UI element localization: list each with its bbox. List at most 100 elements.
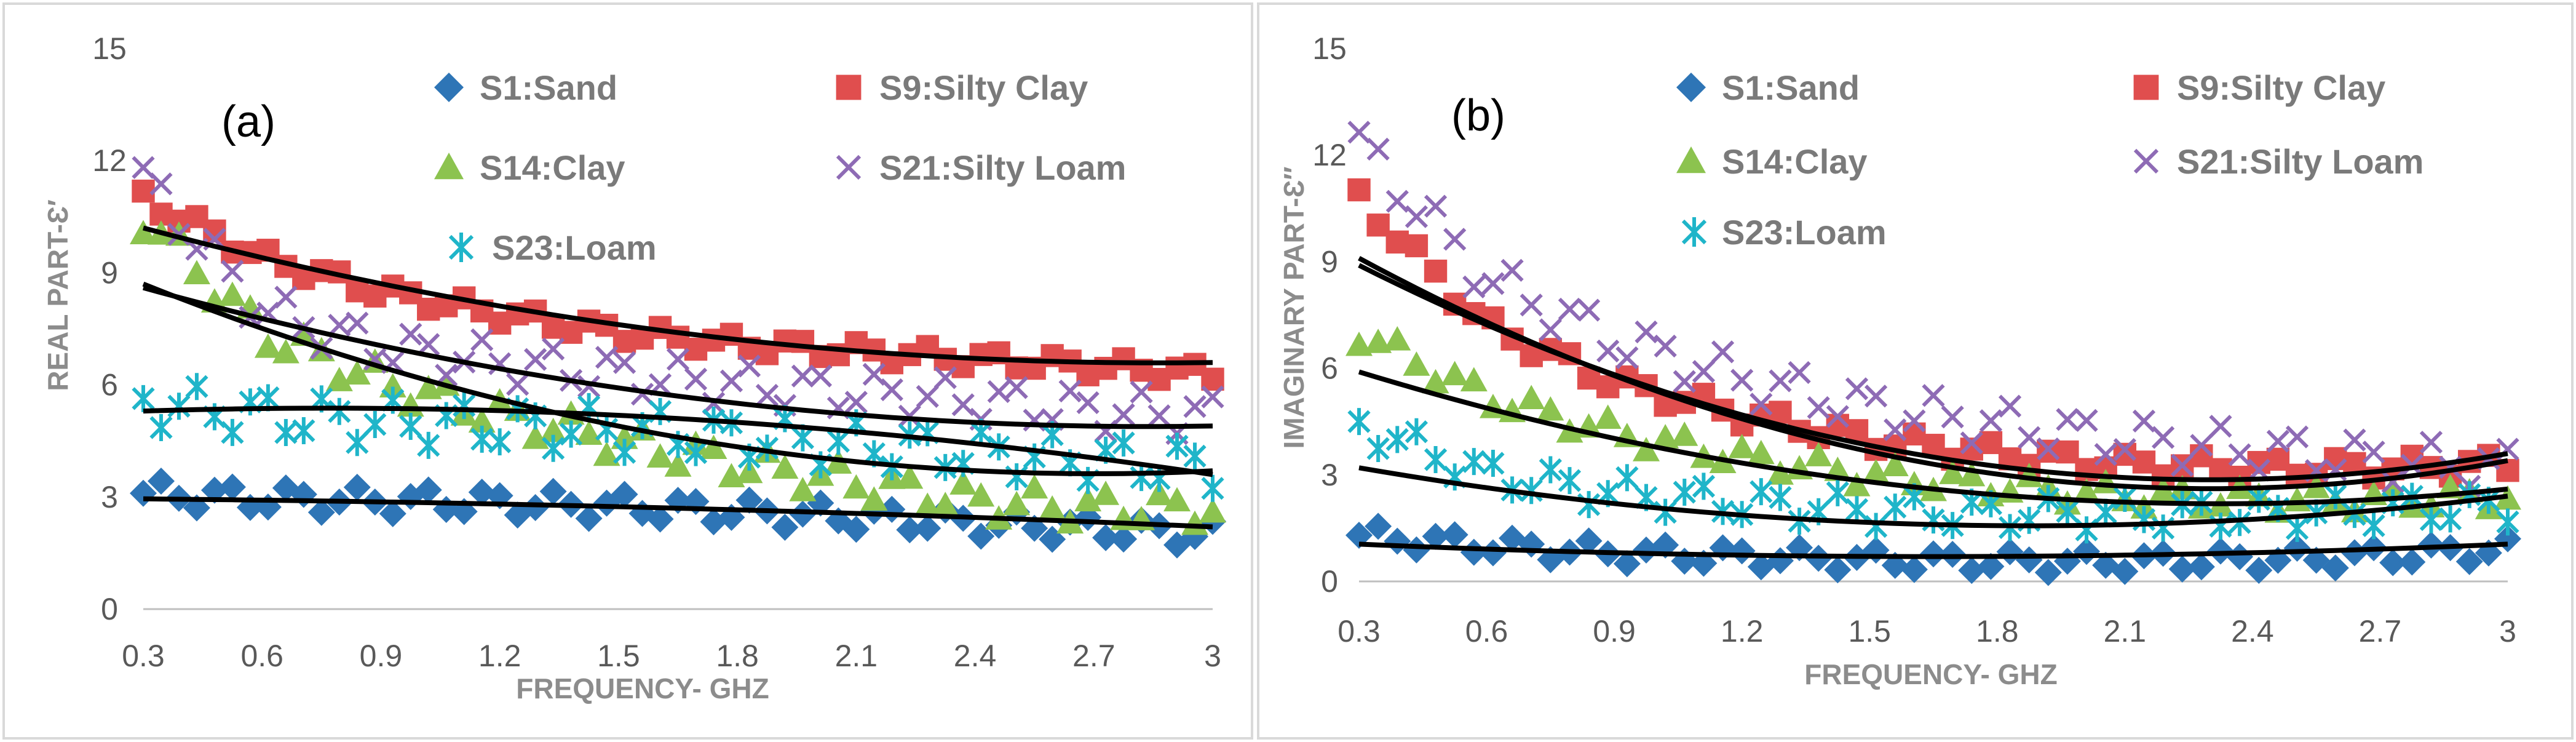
panel-a-legend-marker-s23 <box>448 233 474 262</box>
panel-b-s23-marker <box>1884 493 1907 521</box>
panel-b-s23-marker <box>1826 479 1849 506</box>
panel-b-s1-marker <box>2455 548 2483 575</box>
panel-a-s21-marker <box>1058 379 1082 403</box>
panel-b-s23-marker <box>2228 509 2251 537</box>
panel-a-s14-marker <box>130 220 157 245</box>
panel-a-x-tick-label: 3 <box>1204 639 1221 673</box>
panel-b-s9-marker <box>1405 234 1429 258</box>
panel-b-s21-marker <box>2190 434 2213 457</box>
panel-a-fit-line-s21 <box>142 285 1213 429</box>
panel-b-s23-marker <box>1673 479 1696 506</box>
panel-b-s21-marker <box>1769 369 1792 393</box>
panel-b-s21-marker <box>2132 409 2156 433</box>
panel-a-s21-marker <box>274 285 298 309</box>
panel-a-s23-marker <box>417 431 440 459</box>
panel-b-s23-marker <box>1520 477 1543 505</box>
panel-b-s21-marker <box>1500 258 1524 282</box>
panel-b-s21-marker <box>1443 228 1467 251</box>
panel-b-s21-marker <box>1884 418 1907 442</box>
panel-a-s1-marker <box>575 505 603 532</box>
panel-a-s14-marker <box>539 417 567 442</box>
panel-a-s21-marker <box>684 367 708 391</box>
panel-b-s1-marker <box>2283 535 2311 562</box>
panel-a-fit-line-s9 <box>142 225 1213 365</box>
panel-b-s21-marker <box>1864 385 1888 408</box>
panel-b-s14-marker <box>1843 472 1871 497</box>
panel-b-legend-marker-s14 <box>1676 146 1706 174</box>
panel-b-s1-marker <box>1977 553 2005 580</box>
panel-a-x-tick-label: 1.8 <box>716 639 759 673</box>
panel-a-s21-marker <box>1005 376 1028 399</box>
panel-b-y-tick-label: 0 <box>1321 564 1338 599</box>
panel-b-s23-marker <box>1462 448 1486 476</box>
panel-b-s1-marker <box>1613 550 1641 578</box>
panel-b-s23-marker <box>1692 473 1716 500</box>
panel-b-s14-marker <box>1345 331 1373 356</box>
panel-a-fit-line-s14 <box>142 281 1213 476</box>
panel-b-s9-marker <box>1424 259 1448 283</box>
panel-a-s21-marker <box>612 351 636 374</box>
panel-a-y-tick-label: 0 <box>101 592 118 626</box>
panel-a-s23-marker <box>684 439 708 466</box>
panel-a-x-tick-label: 0.9 <box>360 639 403 673</box>
panel-b-s21-marker <box>1635 320 1658 344</box>
panel-b-s21-marker <box>2075 409 2098 432</box>
panel-a-s1-marker <box>147 468 175 495</box>
panel-b-s21-marker <box>1615 346 1639 370</box>
panel-b-s1-marker <box>1403 536 1430 564</box>
panel-b-x-tick-label: 0.9 <box>1593 614 1636 648</box>
panel-a-legend: S1:Sand S9:Silty Clay S14:Clay S21:Silty… <box>434 68 1126 267</box>
panel-b-series-s21 <box>1347 121 2519 498</box>
panel-b-x-tick-label: 0.6 <box>1465 614 1508 648</box>
panel-a-s1-marker <box>200 476 228 504</box>
panel-a-s23-marker <box>221 418 244 446</box>
panel-b-s21-marker <box>2037 437 2060 461</box>
panel-a-s1-marker <box>218 473 246 501</box>
panel-a-s21-marker <box>221 260 244 283</box>
panel-b-s23-marker <box>2496 508 2519 536</box>
panel-a-s21-marker <box>951 393 975 417</box>
panel-a-s21-marker <box>417 333 440 356</box>
panel-a-s14-marker <box>611 425 638 449</box>
panel-a-s21-marker <box>577 375 601 398</box>
panel-b-legend-label-s23: S23:Loam <box>1722 213 1887 252</box>
panel-a-s23-marker <box>167 393 191 420</box>
panel-b-s23-marker <box>1424 445 1448 473</box>
panel-a-legend-label-s14: S14:Clay <box>480 148 625 187</box>
panel-a-border <box>2 2 1253 740</box>
panel-b-s21-marker <box>2228 443 2251 466</box>
panel-b-s21-marker <box>1405 205 1429 228</box>
panel-b-s21-marker <box>1750 393 1773 416</box>
panel-b-s21-marker <box>2018 426 2041 449</box>
panel-a-s21-marker <box>737 354 761 378</box>
panel-a-s1-marker <box>896 516 924 544</box>
panel-a-x-tick-label: 1.2 <box>478 639 521 673</box>
panel-b-legend-label-s9: S9:Silty Clay <box>2177 68 2385 107</box>
panel-a-s23-marker <box>612 439 636 466</box>
panel-b-legend-marker-s23 <box>1681 217 1707 247</box>
panel-b-s21-marker <box>1979 409 2003 433</box>
panel-a-s23-marker <box>470 425 494 453</box>
panel-a-s23-marker <box>149 413 173 441</box>
panel-a-s21-marker <box>719 369 743 393</box>
panel-a-s23-marker <box>132 385 155 412</box>
panel-b-label: (b) <box>1451 91 1505 140</box>
panel-b-s1-marker <box>1575 527 1603 555</box>
panel-b-s14-marker <box>1652 424 1679 449</box>
panel-a-s1-marker <box>343 474 371 501</box>
panel-a-s21-marker <box>1201 385 1224 409</box>
panel-a-s23-marker <box>346 429 369 457</box>
panel-a-y-tick-label: 9 <box>101 255 118 290</box>
panel-a-s23-marker <box>1201 474 1224 502</box>
panel-a-label: (a) <box>221 97 275 146</box>
panel-b-s14-marker <box>1728 434 1756 458</box>
panel-a-x-tick-label: 2.7 <box>1072 639 1116 673</box>
panel-a-s21-marker <box>1076 391 1100 415</box>
panel-a-s14-marker <box>1163 487 1191 512</box>
panel-a-s14-marker <box>860 486 888 511</box>
panel-a-s21-marker <box>132 156 155 179</box>
panel-b-s21-marker <box>1998 394 2022 418</box>
panel-a-s1-marker <box>379 500 406 527</box>
panel-b-s14-marker <box>1384 326 1411 351</box>
